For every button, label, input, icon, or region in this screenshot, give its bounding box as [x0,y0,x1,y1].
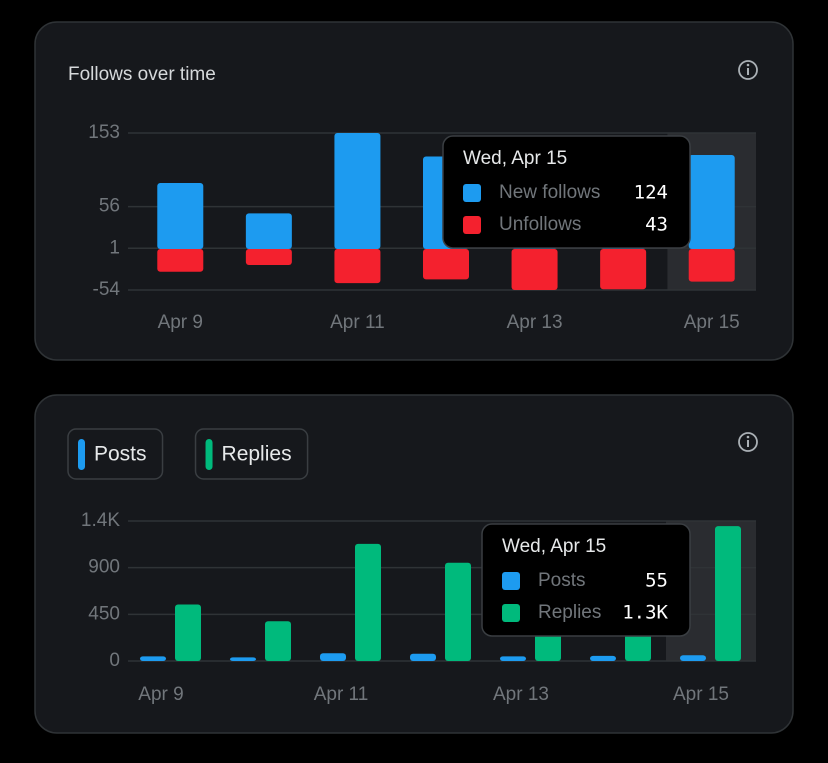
bar [245,213,292,250]
legend-label: Posts [94,443,147,466]
tooltip-swatch [502,604,520,622]
bar [245,249,292,265]
y-tick-label: 1 [109,237,120,258]
legend-button[interactable]: Replies [194,428,309,480]
info-icon[interactable] [738,60,758,80]
y-tick-label: 1.4K [81,510,120,531]
bar [334,133,381,250]
bar [334,249,381,284]
bar [265,621,291,661]
bar [600,249,647,290]
bar [157,183,204,250]
tooltip-value: 1.3K [622,602,668,624]
info-icon[interactable] [738,432,758,452]
x-tick-label: Apr 15 [684,312,740,333]
bar [157,249,204,272]
bar [680,655,706,661]
x-tick-label: Apr 9 [158,312,203,333]
y-tick-label: 56 [99,196,120,217]
bar [500,656,526,661]
bar [175,604,201,661]
tooltip-box [442,135,691,249]
bar [511,249,558,290]
bar [355,543,381,661]
x-tick-label: Apr 13 [507,312,563,333]
chart-title: Follows over time [68,64,216,85]
tooltip-label: Unfollows [499,214,581,235]
bar [445,562,471,661]
x-tick-label: Apr 13 [493,684,549,705]
y-tick-label: 153 [88,122,120,143]
tooltip-title: Wed, Apr 15 [502,536,606,557]
tooltip-value: 55 [645,570,668,592]
y-tick-label: 450 [88,603,120,624]
y-tick-label: 0 [109,650,120,671]
tooltip-swatch [463,184,481,202]
bar [688,154,735,250]
tooltip-value: 124 [634,182,668,204]
tooltip-label: Replies [538,602,601,623]
tooltip-swatch [502,572,520,590]
bar [423,249,469,280]
x-tick-label: Apr 11 [330,312,385,333]
bar [410,653,436,661]
legend-box [194,428,309,480]
x-tick-label: Apr 15 [673,684,729,705]
bar [230,657,256,661]
bar [140,656,166,661]
bar [590,655,616,661]
legend-swatch [78,439,85,470]
x-tick-label: Apr 11 [314,684,369,705]
bar [320,653,346,661]
x-tick-label: Apr 9 [138,684,183,705]
bar [715,526,741,661]
legend-swatch [205,439,213,470]
tooltip-label: Posts [538,570,586,591]
tooltip-title: Wed, Apr 15 [463,148,567,169]
tooltip-value: 43 [645,214,668,236]
tooltip-label: New follows [499,182,600,203]
legend-box [67,428,164,480]
tooltip-box [481,523,691,637]
legend-label: Replies [222,443,292,466]
y-tick-label: -54 [93,279,121,300]
y-tick-label: 900 [88,557,120,578]
bar [688,249,735,282]
tooltip-swatch [463,216,481,234]
legend-button[interactable]: Posts [67,428,164,480]
